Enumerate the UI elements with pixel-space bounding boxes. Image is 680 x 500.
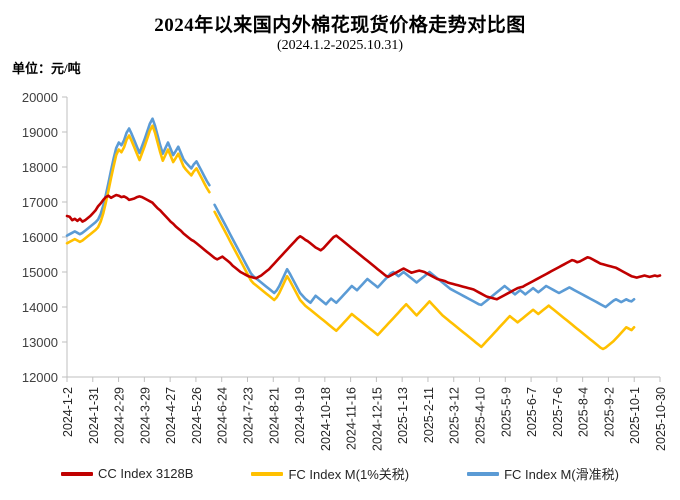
y-axis-tick-label: 15000: [22, 265, 58, 280]
x-axis-tick-label: 2025-10-1: [628, 387, 642, 444]
x-axis-tick-label: 2025-4-10: [474, 387, 488, 444]
y-axis-tick-label: 17000: [22, 195, 58, 210]
x-axis-tick-label: 2025-9-2: [602, 387, 616, 437]
x-axis-tick-label: 2025-8-4: [577, 387, 591, 437]
x-axis-tick-label: 2025-5-9: [499, 387, 513, 437]
x-axis-tick-label: 2024-1-31: [87, 387, 101, 444]
x-axis-tick-label: 2025-1-13: [396, 387, 410, 444]
x-axis-tick-label: 2025-10-30: [654, 387, 668, 451]
chart-subtitle: (2024.1.2-2025.10.31): [277, 38, 403, 53]
x-axis-tick-label: 2025-2-11: [422, 387, 436, 443]
legend-item-fc-index-m-1pct-tariff: FC Index M(1%关税): [251, 464, 409, 483]
chart-legend: CC Index 3128B FC Index M(1%关税) FC Index…: [0, 464, 680, 483]
chart-title: 2024年以来国内外棉花现货价格走势对比图: [154, 15, 526, 36]
data-series-group: [65, 117, 662, 351]
legend-swatch-fc-index-m-1pct-tariff: [251, 471, 284, 476]
legend-item-cc-index-3128b: CC Index 3128B: [61, 466, 193, 481]
x-axis: 2024-1-2 2024-1-31 2024-2-29 2024-3-29 2024-…: [61, 376, 668, 451]
legend-item-fc-index-m-sliding-duty: FC Index M(滑准税): [467, 464, 619, 483]
x-axis-tick-label: 2024-2-29: [113, 387, 127, 444]
x-axis-tick-label: 2024-4-27: [164, 387, 178, 444]
series-line-fc-index-m-sliding-duty: [65, 117, 636, 309]
legend-swatch-fc-index-m-sliding-duty: [467, 471, 500, 476]
legend-label-fc-index-m-sliding-duty: FC Index M(滑准税): [504, 467, 619, 482]
y-axis-tick-label: 18000: [22, 160, 58, 175]
y-axis-tick-label: 19000: [22, 125, 58, 140]
series-line-cc-index-3128b: [65, 193, 662, 301]
legend-label-cc-index-3128b: CC Index 3128B: [98, 466, 194, 481]
legend-label-fc-index-m-1pct-tariff: FC Index M(1%关税): [288, 467, 410, 482]
y-axis-tick-label: 12000: [22, 370, 58, 385]
x-axis-tick-label: 2024-3-29: [138, 387, 152, 444]
y-axis-unit-label: 单位：元/吨: [12, 61, 81, 76]
x-axis-tick-label: 2025-7-6: [551, 387, 565, 437]
y-axis-tick-label: 13000: [22, 335, 58, 350]
y-axis-tick-label: 16000: [22, 230, 58, 245]
x-axis-tick-label: 2024-7-23: [241, 387, 255, 444]
x-axis-tick-label: 2024-5-26: [190, 387, 204, 444]
x-axis-tick-label: 2024-11-16: [345, 387, 359, 450]
x-axis-tick-label: 2024-9-19: [293, 387, 307, 444]
x-axis-tick-label: 2024-12-15: [370, 387, 384, 451]
x-axis-tick-label: 2024-10-18: [319, 387, 333, 451]
y-axis-tick-label: 14000: [22, 300, 58, 315]
legend-swatch-cc-index-3128b: [61, 471, 94, 476]
y-axis-tick-label: 20000: [22, 90, 58, 105]
x-axis-tick-label: 2025-3-12: [448, 387, 462, 444]
x-axis-tick-label: 2024-6-24: [216, 387, 230, 444]
series-line-fc-index-m-1pct-tariff: [65, 124, 636, 351]
x-axis-tick-label: 2025-6-7: [525, 387, 539, 437]
x-axis-tick-label: 2024-1-2: [61, 387, 75, 437]
x-axis-tick-label: 2024-8-21: [267, 387, 281, 444]
y-axis: 12000 13000 14000 15000 16000 17000 18000 19000…: [22, 90, 68, 385]
